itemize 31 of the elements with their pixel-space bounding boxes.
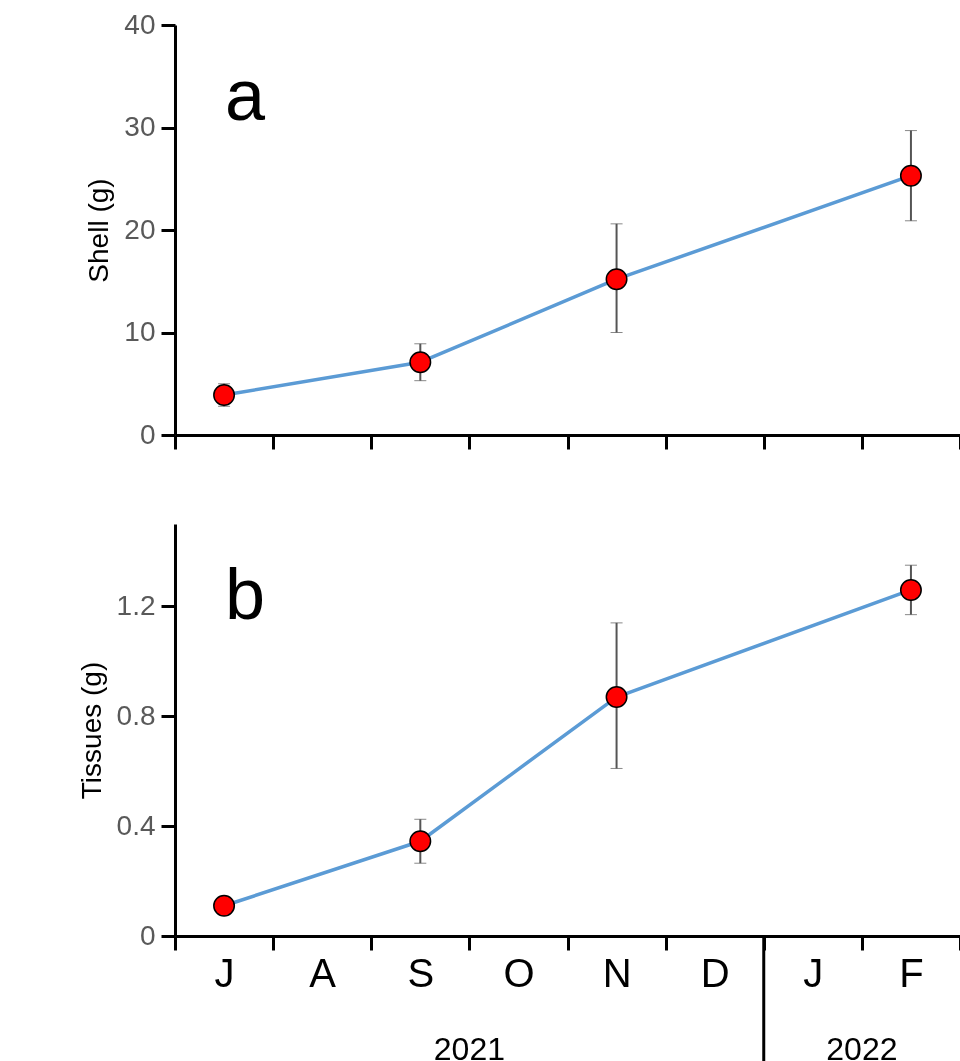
y-tick-label: 30 (124, 111, 156, 142)
y-tick-label: 0.4 (116, 809, 156, 841)
point (605, 268, 628, 291)
y-tick-label: 0.8 (116, 699, 156, 731)
text: 2022 (826, 1031, 898, 1061)
point (899, 578, 922, 601)
x-tick-label: J (214, 950, 235, 995)
x-tick-label: N (602, 950, 632, 995)
y-tick-label: 10 (124, 316, 156, 347)
x-tick-label: O (503, 950, 535, 995)
y-tick-label: 40 (124, 8, 156, 40)
point (899, 164, 922, 187)
y-tick-label: 20 (124, 213, 156, 245)
y-tick-label: 0 (139, 418, 156, 450)
x-tick-label: A (309, 950, 337, 995)
point (409, 351, 432, 374)
y-axis-title: Tissues (g) (75, 661, 107, 800)
x-tick-label: J (803, 950, 824, 995)
x-tick-label: D (700, 950, 730, 995)
point (213, 384, 236, 406)
y-tick-label: 1.2 (116, 589, 156, 621)
y-tick-label: 0 (139, 919, 156, 951)
y-axis-title: Shell (g) (83, 178, 115, 283)
x-tick-label: S (407, 950, 435, 995)
annotation: b (225, 554, 266, 634)
annotation: a (225, 55, 266, 135)
x-tick-label: F (899, 950, 924, 995)
point (409, 830, 432, 853)
point (605, 686, 628, 709)
text: 2021 (433, 1031, 505, 1061)
point (213, 894, 236, 917)
